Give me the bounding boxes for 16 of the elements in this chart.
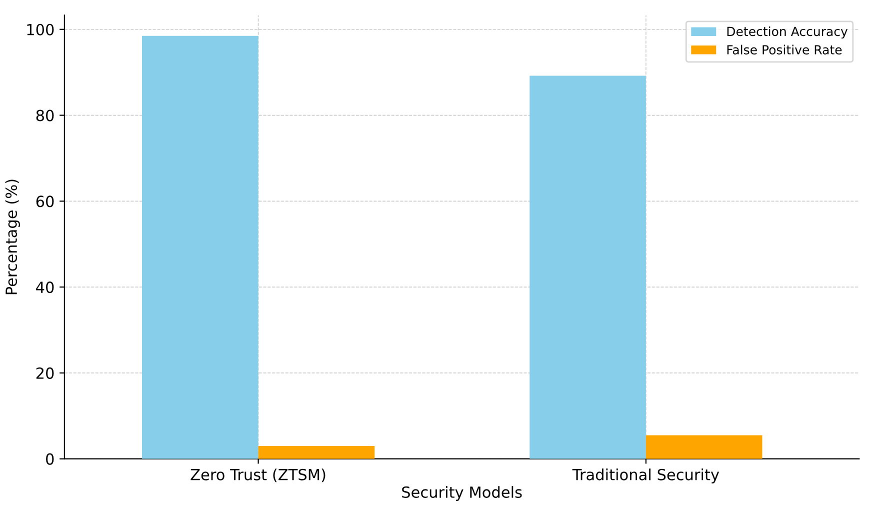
- x-tick-label: Traditional Security: [572, 468, 720, 484]
- bar: [646, 435, 762, 459]
- y-tick-label: 80: [36, 110, 54, 122]
- y-tick-label: 60: [36, 196, 54, 208]
- y-tick-label: 100: [27, 24, 54, 36]
- y-axis-title: Percentage (%): [5, 180, 20, 294]
- bar: [530, 76, 646, 459]
- x-axis-title: Security Models: [402, 486, 522, 501]
- legend-label: False Positive Rate: [727, 44, 842, 54]
- legend-label: Detection Accuracy: [727, 26, 848, 39]
- x-tick-label: Zero Trust (ZTSM): [190, 468, 326, 482]
- y-tick-label: 20: [36, 367, 54, 379]
- bar: [258, 446, 375, 459]
- y-tick-label: 0: [46, 453, 54, 465]
- bar: [142, 36, 258, 459]
- y-tick-label: 40: [36, 282, 54, 294]
